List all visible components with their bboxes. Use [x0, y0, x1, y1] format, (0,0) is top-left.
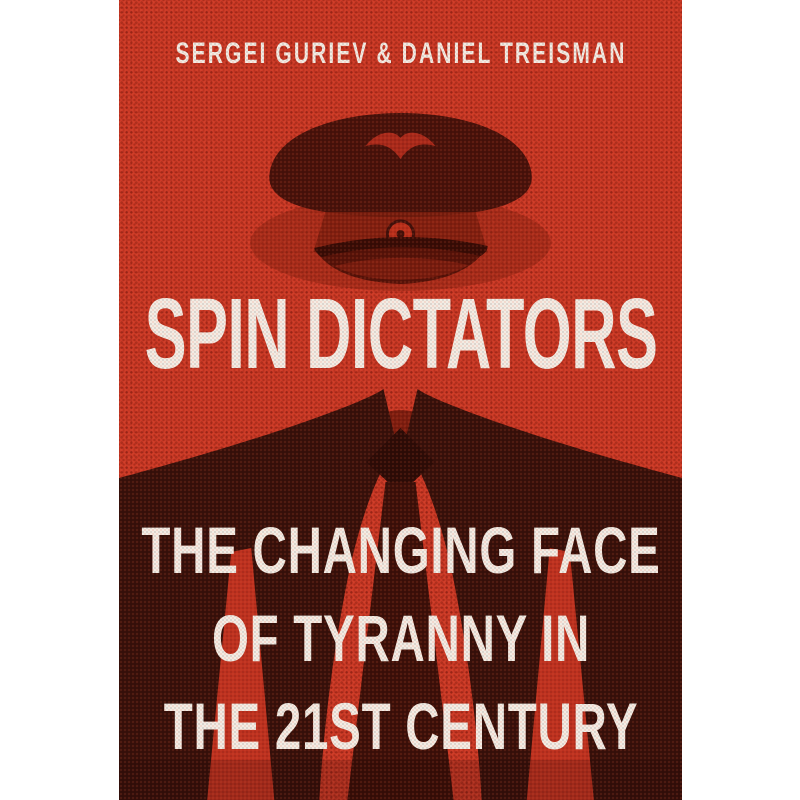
tie-knot-icon	[366, 428, 435, 494]
subtitle-line-3: THE 21ST CENTURY	[163, 689, 638, 763]
subtitle-line-2: OF TYRANNY IN	[211, 601, 590, 675]
book-cover: SERGEI GURIEV & DANIEL TREISMAN SPIN DIC…	[119, 0, 682, 800]
cap-wing-emblem-icon	[365, 132, 436, 159]
tie-icon	[347, 482, 454, 800]
officer-cap-icon	[250, 113, 551, 291]
cover-illustration	[119, 113, 682, 800]
author-line: SERGEI GURIEV & DANIEL TREISMAN	[175, 37, 626, 70]
book-title: SPIN DICTATORS	[144, 278, 657, 390]
subtitle-line-1: THE CHANGING FACE	[140, 513, 661, 587]
headless-suit-icon	[119, 389, 682, 800]
